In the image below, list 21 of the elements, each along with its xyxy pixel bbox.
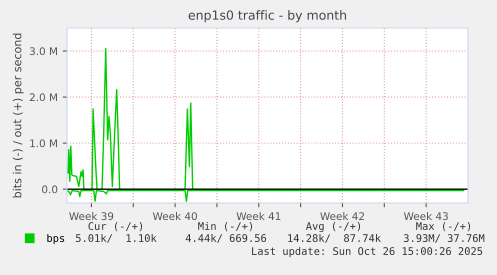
x-tick-label: Week 43 [404,212,448,220]
text: Min (-/+) [198,222,252,232]
x-tick-label: Week 39 [69,212,114,220]
y-tick-label: 1.0 M [30,139,57,148]
text: Cur (-/+) [88,222,142,232]
chart-title: enp1s0 traffic - by month [188,10,346,22]
text: Last update: Sun Oct 26 15:00:26 2025 [252,246,482,258]
text: Avg (-/+) [306,222,360,232]
y-tick-label: 3.0 M [30,47,57,56]
x-tick-label: Week 42 [320,212,364,220]
x-tick-label: Week 41 [236,212,280,220]
x-tick-label: Week 40 [152,212,197,220]
y-axis-title: bits in (-) / out (+) per second [12,34,24,198]
y-tick-label: 2.0 M [30,93,57,102]
text: 14.28k/ 87.74k [288,234,381,243]
text: 3.93M/ 37.76M [404,234,484,243]
text: 4.44k/ 669.56 [186,234,266,243]
text: 5.01k/ 1.10k [76,234,157,243]
legend-label: bps [47,234,64,244]
text: Max (-/+) [416,222,470,232]
y-tick-label: 0.0 [42,185,58,194]
